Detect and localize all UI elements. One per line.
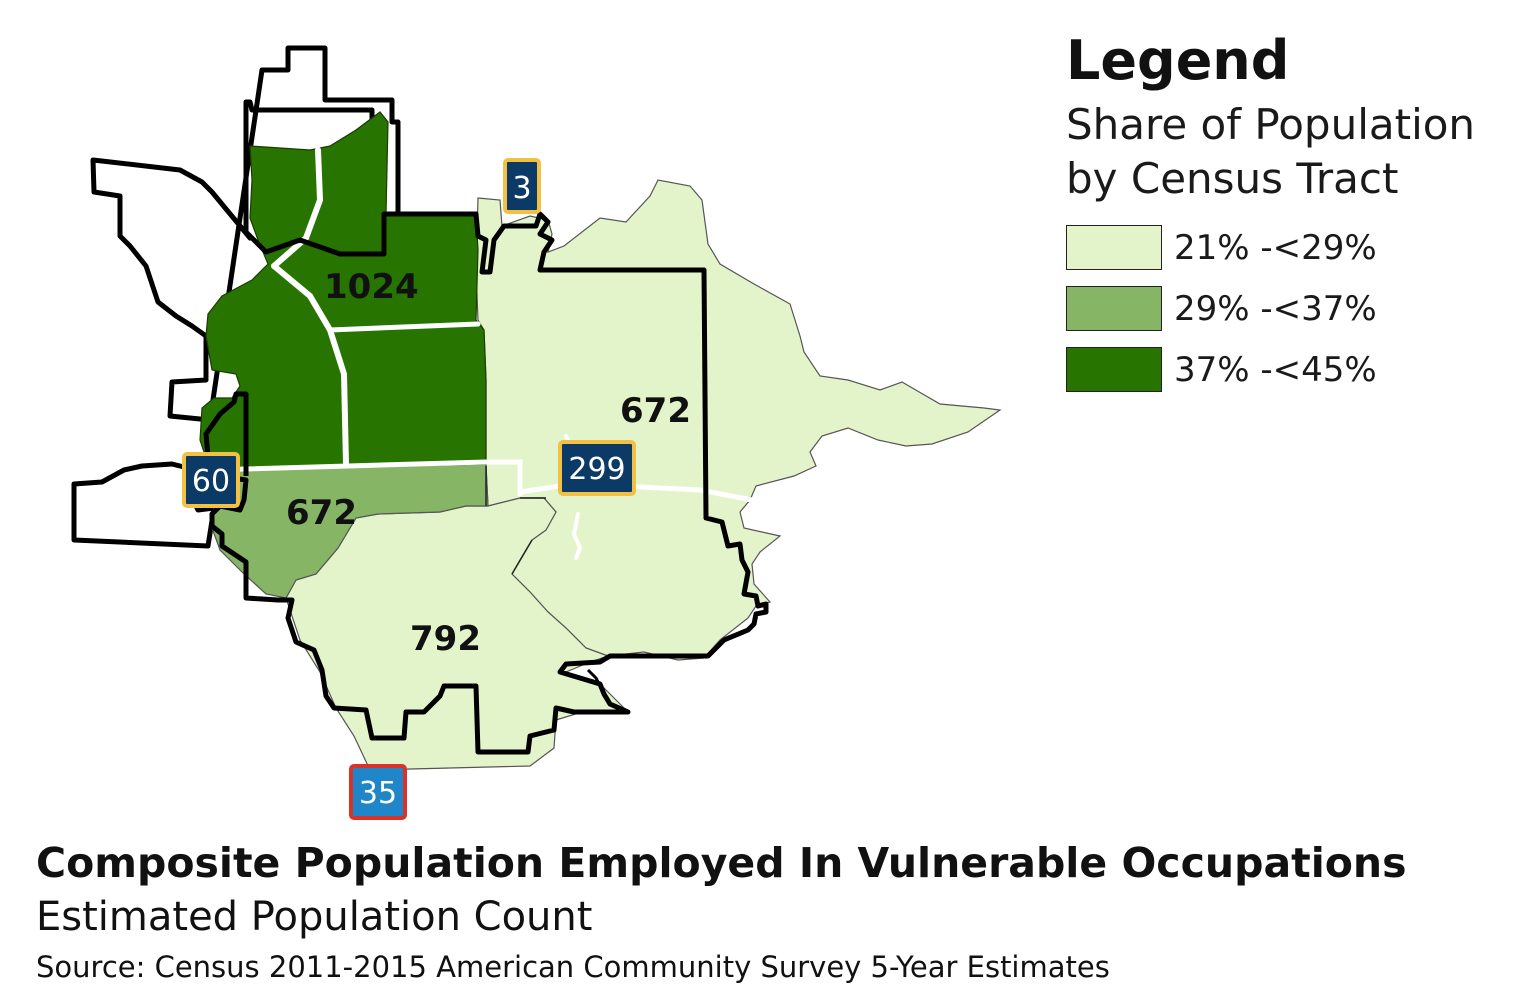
legend-subtitle-line2: by Census Tract	[1066, 154, 1399, 203]
legend-label-medium: 29% -<37%	[1174, 288, 1377, 329]
tract-label-west-center: 672	[286, 493, 357, 533]
tract-west-center	[209, 463, 489, 599]
tract-label-south: 792	[410, 619, 481, 659]
highway-shield-35: 35	[349, 764, 407, 820]
boundary-northwest-outline	[90, 45, 481, 423]
map-source: Source: Census 2011-2015 American Commun…	[36, 950, 1110, 984]
map-title: Composite Population Employed In Vulnera…	[36, 839, 1407, 887]
legend-title: Legend	[1066, 29, 1290, 92]
tract-label-north: 1024	[324, 267, 419, 307]
city-boundary	[203, 211, 769, 755]
legend-item-high: 37% -<45%	[1066, 346, 1506, 393]
legend-items: 21% -<29% 29% -<37% 37% -<45%	[1066, 224, 1506, 393]
roads	[207, 147, 755, 560]
legend-label-high: 37% -<45%	[1174, 349, 1377, 390]
road-crosstown	[327, 321, 481, 333]
highway-shield-3: 3	[503, 158, 541, 214]
tract-north	[199, 111, 487, 471]
legend-item-medium: 29% -<37%	[1066, 285, 1506, 332]
tract-dividers	[485, 466, 546, 575]
legend-swatch-medium	[1066, 286, 1162, 331]
svg-text:35: 35	[359, 776, 397, 811]
legend-item-low: 21% -<29%	[1066, 224, 1506, 271]
tract-east	[475, 179, 1002, 661]
legend: Legend Share of Population by Census Tra…	[1066, 30, 1506, 407]
map-subtitle: Estimated Population Count	[36, 894, 593, 940]
svg-text:3: 3	[512, 171, 531, 206]
legend-subtitle: Share of Population by Census Tract	[1066, 98, 1506, 206]
svg-text:60: 60	[192, 464, 230, 499]
legend-swatch-low	[1066, 225, 1162, 270]
highway-shield-60: 60	[182, 452, 240, 508]
legend-swatch-high	[1066, 347, 1162, 392]
caption: Composite Population Employed In Vulnera…	[36, 838, 1496, 986]
highway-shield-299: 299	[558, 440, 636, 496]
tract-label-east: 672	[620, 391, 691, 431]
city-boundary-east-inner	[586, 668, 606, 695]
legend-subtitle-line1: Share of Population	[1066, 100, 1476, 149]
road-hwy-60-299	[207, 459, 523, 497]
svg-text:299: 299	[568, 452, 625, 487]
legend-label-low: 21% -<29%	[1174, 227, 1377, 268]
road-north-south	[271, 147, 324, 269]
